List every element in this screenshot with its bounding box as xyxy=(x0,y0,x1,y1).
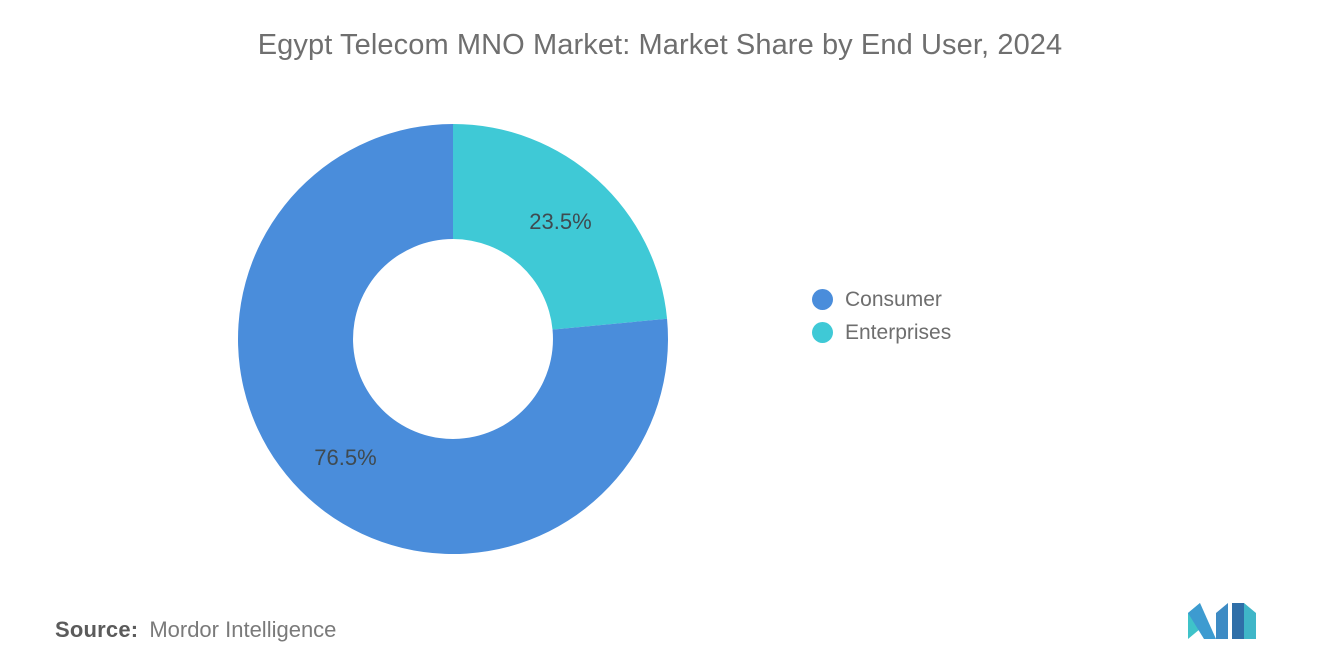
source-attribution: Source: Mordor Intelligence xyxy=(55,617,336,643)
pie-slice-label-consumer: 76.5% xyxy=(314,445,376,470)
legend-item-label: Enterprises xyxy=(845,321,952,344)
legend-item-label: Consumer xyxy=(845,288,942,311)
source-value: Mordor Intelligence xyxy=(149,617,337,642)
page-title: Egypt Telecom MNO Market: Market Share b… xyxy=(257,29,1063,61)
mordor-intelligence-logo-icon xyxy=(1186,601,1258,641)
legend-color-swatch-icon xyxy=(812,322,833,343)
donut-chart: 23.5% 76.5% xyxy=(238,124,668,554)
legend-color-swatch-icon xyxy=(812,289,833,310)
legend-item-enterprises[interactable]: Enterprises xyxy=(812,316,951,349)
logo-shape-5 xyxy=(1244,603,1256,639)
pie-slice-consumer[interactable] xyxy=(238,124,668,554)
donut-slice-labels: 23.5% 76.5% xyxy=(314,209,591,470)
pie-slice-label-enterprises: 23.5% xyxy=(529,209,591,234)
donut-slices xyxy=(238,124,668,554)
logo-shape-4 xyxy=(1232,603,1244,639)
pie-slice-enterprises[interactable] xyxy=(453,124,668,330)
logo-shape-3 xyxy=(1216,603,1228,639)
logo-shape-2 xyxy=(1188,603,1216,639)
logo-svg xyxy=(1188,603,1256,639)
legend-item-consumer[interactable]: Consumer xyxy=(812,283,951,316)
source-label: Source: xyxy=(55,617,139,642)
donut-chart-svg: 23.5% 76.5% xyxy=(238,124,668,554)
chart-legend: Consumer Enterprises xyxy=(812,283,951,349)
